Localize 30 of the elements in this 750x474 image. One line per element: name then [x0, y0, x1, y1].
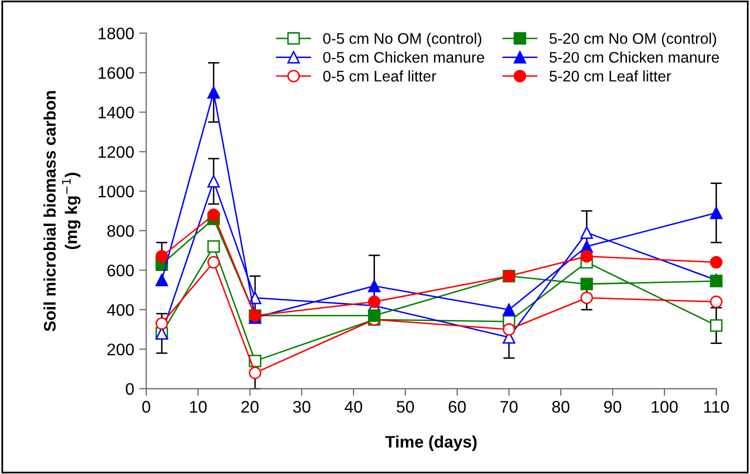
x-axis-title: Time (days) — [385, 435, 477, 452]
x-tick-label: 90 — [604, 400, 622, 413]
y-tick-label: 1400 — [98, 106, 134, 118]
y-tick-label: 800 — [107, 225, 134, 237]
legend-label: 5-20 cm Chicken manure — [550, 52, 719, 63]
y-axis-title: Soil microbial biomass carbon (mg kg$^{−1}$) — [44, 91, 80, 332]
x-tick-label: 110 — [704, 400, 729, 413]
x-tick-label: 70 — [500, 400, 518, 413]
y-tick-label: 1800 — [98, 28, 134, 40]
y-tick-label: 0 — [126, 383, 134, 395]
x-tick-label: 40 — [344, 400, 362, 413]
legend-label: 0-5 cm No OM (control) — [323, 32, 482, 47]
y-tick-label: 1000 — [98, 186, 134, 198]
y-tick-label: 200 — [107, 344, 134, 356]
x-tick-label: 30 — [293, 400, 310, 413]
legend-label: 5-20 cm Leaf litter — [550, 70, 671, 82]
x-tick-label: 10 — [190, 400, 207, 413]
legend-label: 0-5 cm Chicken manure — [323, 52, 484, 63]
x-tick-label: 60 — [448, 400, 466, 413]
y-tick-label: 1200 — [98, 146, 134, 158]
x-tick-label: 0 — [142, 400, 150, 413]
x-tick-label: 80 — [552, 400, 570, 413]
y-tick-label: 600 — [107, 264, 134, 276]
y-tick-label: 1600 — [98, 67, 134, 79]
x-tick-label: 20 — [241, 400, 259, 413]
legend-label: 5-20 cm No OM (control) — [550, 32, 716, 47]
legend-label: 0-5 cm Leaf litter — [323, 70, 436, 82]
y-tick-label: 400 — [107, 304, 134, 316]
x-tick-label: 50 — [396, 400, 414, 413]
x-tick-label: 100 — [652, 400, 678, 413]
